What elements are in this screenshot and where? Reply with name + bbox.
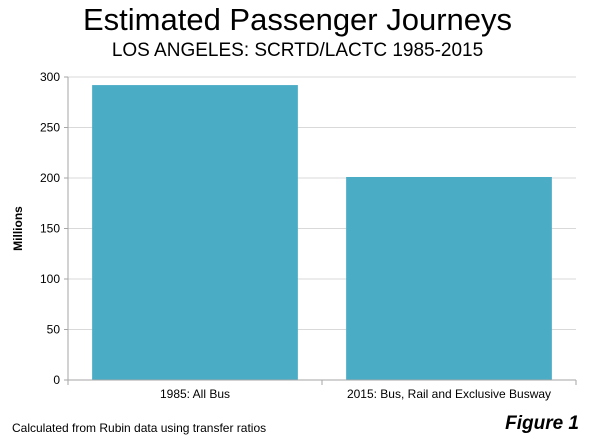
- bars: [92, 85, 552, 380]
- x-tick-label: 2015: Bus, Rail and Exclusive Busway: [347, 387, 551, 401]
- y-tick-label: 100: [40, 272, 60, 286]
- x-tick-label: 1985: All Bus: [160, 387, 230, 401]
- y-tick-label: 200: [40, 171, 60, 185]
- y-tick-label: 300: [40, 70, 60, 84]
- y-tick-label: 0: [53, 373, 60, 387]
- y-tick-label: 150: [40, 222, 60, 236]
- chart-title: Estimated Passenger Journeys: [82, 2, 513, 37]
- y-tick-label: 250: [40, 121, 60, 135]
- y-axis-title: Millions: [11, 206, 25, 251]
- figure-label: Figure 1: [505, 413, 579, 434]
- chart-subtitle: LOS ANGELES: SCRTD/LACTC 1985-2015: [111, 40, 484, 61]
- bar: [92, 85, 298, 380]
- axes: [64, 76, 577, 385]
- tick-labels: 0 50 100 150 200 250 300 1985: All Bus 2015: Bus…: [11, 70, 551, 401]
- source-note: Calculated from Rubin data using transfe…: [12, 421, 267, 435]
- bar: [346, 176, 552, 380]
- y-tick-label: 50: [47, 323, 61, 337]
